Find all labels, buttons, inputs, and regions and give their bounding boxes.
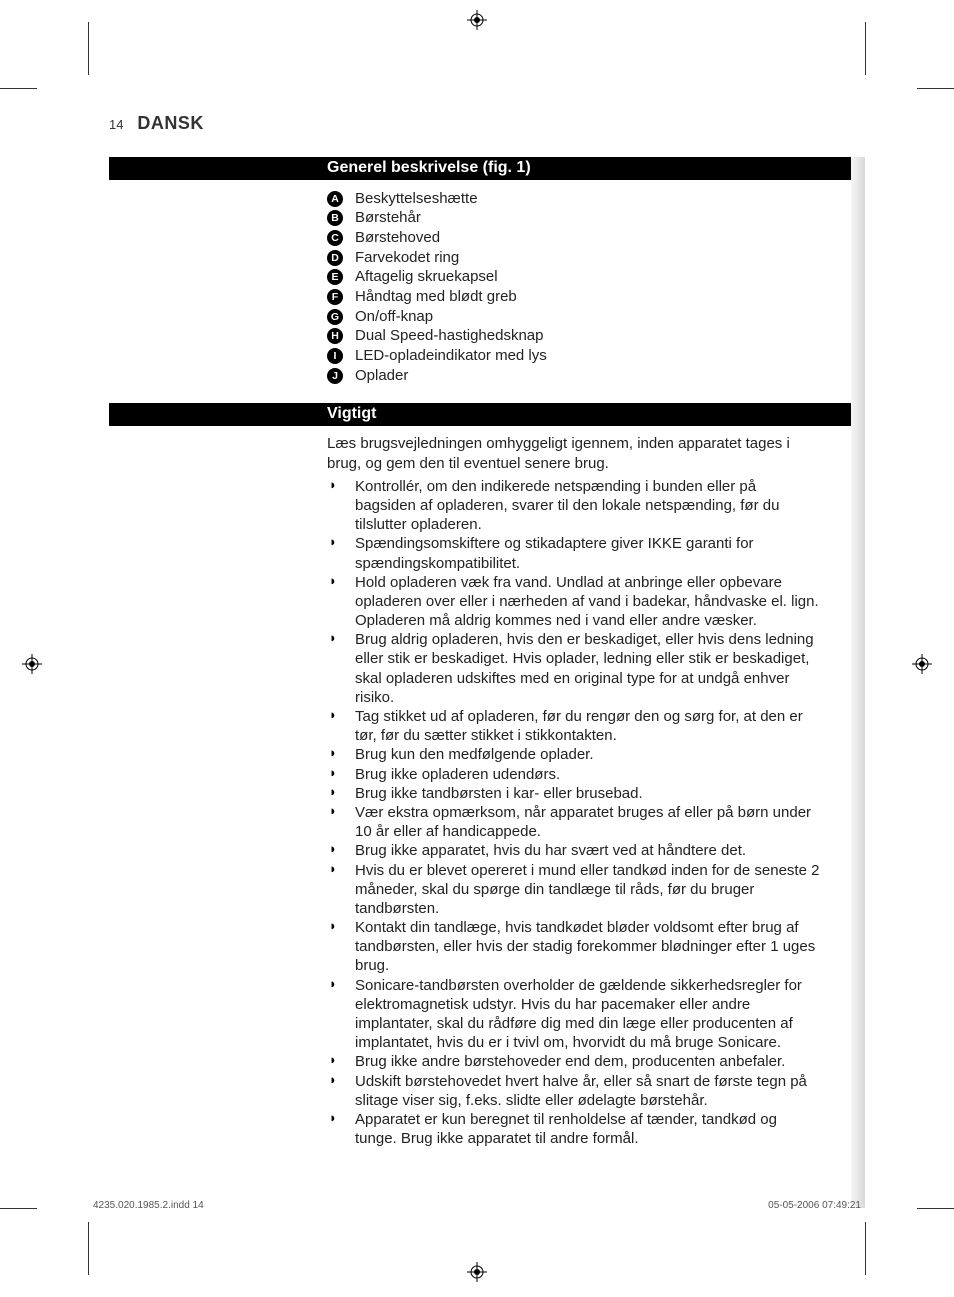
lettered-item-text: Håndtag med blødt greb bbox=[355, 288, 517, 305]
bullet-item: Apparatet er kun beregnet til renholdels… bbox=[327, 1110, 821, 1148]
bullet-item: Hold opladeren væk fra vand. Undlad at a… bbox=[327, 573, 821, 631]
letter-badge: J bbox=[327, 368, 343, 384]
letter-badge: F bbox=[327, 289, 343, 305]
lettered-item: C Børstehoved bbox=[327, 228, 821, 247]
lettered-item: A Beskyttelseshætte bbox=[327, 189, 821, 208]
footer-timestamp: 05-05-2006 07:49:21 bbox=[768, 1200, 861, 1211]
section-body: Læs brugsvejledningen omhyggeligt igenne… bbox=[109, 426, 851, 1166]
bullet-item: Kontakt din tandlæge, hvis tandkødet blø… bbox=[327, 918, 821, 976]
crop-tick bbox=[0, 69, 37, 89]
lettered-item-text: Børstehoved bbox=[355, 229, 440, 246]
crop-tick bbox=[917, 69, 954, 89]
registration-mark-right bbox=[912, 654, 932, 679]
page: 14 DANSK Generel beskrivelse (fig. 1) AB… bbox=[89, 89, 865, 1208]
bullet-item: Brug ikke tandbørsten i kar- eller bruse… bbox=[327, 784, 821, 803]
lettered-item-text: Farvekodet ring bbox=[355, 249, 459, 266]
letter-badge: C bbox=[327, 230, 343, 246]
crop-tick bbox=[69, 22, 89, 75]
letter-badge: B bbox=[327, 210, 343, 226]
lettered-item: F Håndtag med blødt greb bbox=[327, 287, 821, 306]
lettered-item-text: Dual Speed-hastighedsknap bbox=[355, 327, 543, 344]
crop-tick bbox=[865, 22, 885, 75]
bullet-item: Brug ikke andre børstehoveder end dem, p… bbox=[327, 1052, 821, 1071]
lettered-item: E Aftagelig skruekapsel bbox=[327, 267, 821, 286]
lettered-item-text: Beskyttelseshætte bbox=[355, 190, 478, 207]
lettered-list: A Beskyttelseshætte B Børstehår C Børstehoved… bbox=[327, 189, 821, 385]
crop-tick bbox=[69, 1222, 89, 1275]
lettered-item-text: Aftagelig skruekapsel bbox=[355, 268, 498, 285]
letter-badge: I bbox=[327, 348, 343, 364]
content-area: Generel beskrivelse (fig. 1) A Beskyttels… bbox=[109, 157, 851, 1166]
section-body: A Beskyttelseshætte B Børstehår C Børstehoved… bbox=[109, 180, 851, 403]
page-header: 14 DANSK bbox=[109, 113, 204, 134]
section-title: Generel beskrivelse (fig. 1) bbox=[327, 159, 531, 176]
crop-tick bbox=[917, 1208, 954, 1228]
crop-tick bbox=[865, 1222, 885, 1275]
registration-mark-left bbox=[22, 654, 42, 679]
lettered-item: G On/off-knap bbox=[327, 307, 821, 326]
letter-badge: D bbox=[327, 250, 343, 266]
crop-tick bbox=[0, 1208, 37, 1228]
footer-filename: 4235.020.1985.2.indd 14 bbox=[93, 1200, 204, 1211]
page-edge-shade bbox=[851, 157, 865, 1208]
bullet-item: Udskift børstehovedet hvert halve år, el… bbox=[327, 1072, 821, 1110]
bullet-item: Kontrollér, om den indikerede netspændin… bbox=[327, 477, 821, 535]
bullet-item: Brug ikke apparatet, hvis du har svært v… bbox=[327, 841, 821, 860]
letter-badge: E bbox=[327, 269, 343, 285]
lettered-item-text: Oplader bbox=[355, 367, 408, 384]
page-number: 14 bbox=[109, 117, 123, 132]
section-title-bar: Generel beskrivelse (fig. 1) bbox=[109, 157, 851, 180]
letter-badge: A bbox=[327, 191, 343, 207]
bullet-item: Spændingsomskiftere og stikadaptere give… bbox=[327, 534, 821, 572]
registration-mark-top bbox=[467, 10, 487, 35]
bullet-item: Brug ikke opladeren udendørs. bbox=[327, 765, 821, 784]
lettered-item: H Dual Speed-hastighedsknap bbox=[327, 326, 821, 345]
letter-badge: G bbox=[327, 309, 343, 325]
bullet-item: Tag stikket ud af opladeren, før du reng… bbox=[327, 707, 821, 745]
lettered-item: B Børstehår bbox=[327, 208, 821, 227]
bullet-item: Hvis du er blevet opereret i mund eller … bbox=[327, 861, 821, 919]
lettered-item-text: LED-opladeindikator med lys bbox=[355, 347, 547, 364]
lettered-item-text: On/off-knap bbox=[355, 308, 433, 325]
intro-paragraph: Læs brugsvejledningen omhyggeligt igenne… bbox=[327, 434, 821, 472]
bullet-item: Vær ekstra opmærksom, når apparatet brug… bbox=[327, 803, 821, 841]
lettered-item: J Oplader bbox=[327, 366, 821, 385]
bullet-item: Sonicare-tandbørsten overholder de gælde… bbox=[327, 976, 821, 1053]
language-header: DANSK bbox=[137, 113, 204, 133]
lettered-item-text: Børstehår bbox=[355, 209, 421, 226]
bullet-list: Kontrollér, om den indikerede netspændin… bbox=[327, 477, 821, 1149]
bullet-item: Brug kun den medfølgende oplader. bbox=[327, 745, 821, 764]
letter-badge: H bbox=[327, 328, 343, 344]
registration-mark-bottom bbox=[467, 1262, 487, 1287]
lettered-item: I LED-opladeindikator med lys bbox=[327, 346, 821, 365]
bullet-item: Brug aldrig opladeren, hvis den er beska… bbox=[327, 630, 821, 707]
section-title-bar: Vigtigt bbox=[109, 403, 851, 426]
section-title: Vigtigt bbox=[327, 405, 376, 422]
print-footer: 4235.020.1985.2.indd 14 05-05-2006 07:49… bbox=[89, 1200, 865, 1211]
lettered-item: D Farvekodet ring bbox=[327, 248, 821, 267]
